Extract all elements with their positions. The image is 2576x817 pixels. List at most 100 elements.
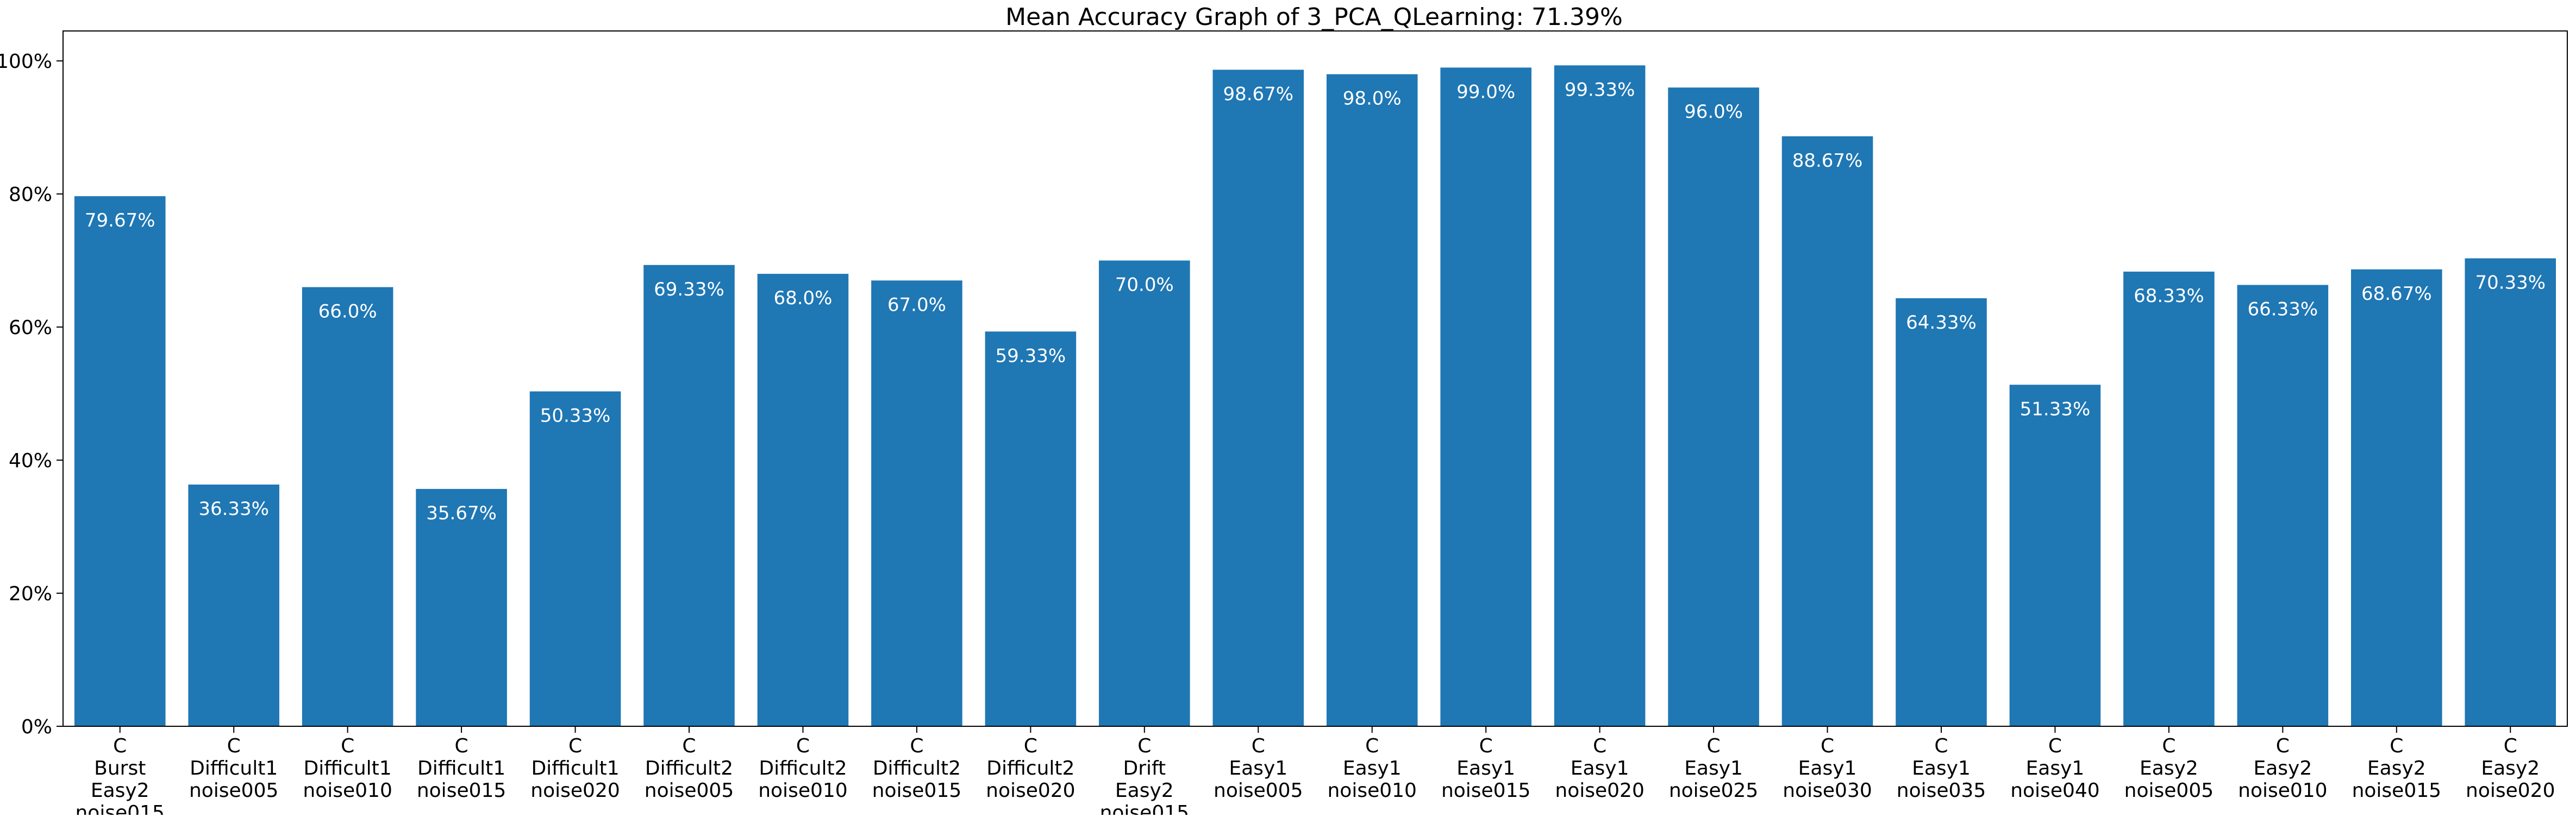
x-tick-label-line: noise005 <box>645 780 734 802</box>
bars-group: 79.67% 36.33% 66.0% 35.67% 50.33% 69.33% 68.0%… <box>74 65 2556 727</box>
bar <box>188 485 279 726</box>
bar <box>1212 70 1304 726</box>
x-tick-label-line: C <box>2504 735 2517 757</box>
x-tick-label-line: C <box>2048 735 2062 757</box>
bar <box>871 280 962 726</box>
x-tick-label-line: Easy2 <box>1115 780 1174 802</box>
bar <box>529 391 621 726</box>
bar-value-label: 51.33% <box>2020 398 2091 420</box>
x-tick-label-line: Easy1 <box>2026 757 2085 780</box>
x-tick-label: C Easy1 noise030 <box>1783 735 1872 802</box>
x-tick-label: C Difficult1 noise005 <box>189 735 278 802</box>
x-tick-label-line: noise010 <box>303 780 392 802</box>
x-tick-label-line: C <box>1821 735 1834 757</box>
bar-value-label: 67.0% <box>887 294 946 316</box>
x-tick-label: C Easy1 noise020 <box>1555 735 1644 802</box>
bar <box>2351 269 2442 726</box>
x-tick-label-line: noise015 <box>1441 780 1530 802</box>
bar-value-label: 35.67% <box>426 502 497 524</box>
x-tick-label-line: C <box>2162 735 2175 757</box>
x-tick-label-line: noise015 <box>2352 780 2441 802</box>
x-tick-label-line: C <box>341 735 354 757</box>
y-tick-label: 20% <box>9 583 52 605</box>
x-tick-label-line: C <box>568 735 582 757</box>
bar-value-label: 79.67% <box>85 210 155 231</box>
x-tick-label: C Difficult1 noise020 <box>530 735 620 802</box>
bar-value-label: 59.33% <box>996 345 1066 367</box>
x-tick-label-line: noise040 <box>2010 780 2099 802</box>
bar-value-label: 98.67% <box>1223 83 1293 105</box>
x-tick-label: C Easy1 noise005 <box>1214 735 1303 802</box>
x-tick-label-line: noise005 <box>1214 780 1303 802</box>
x-tick-label-line: C <box>1707 735 1721 757</box>
bar <box>1440 67 1531 727</box>
x-tick-label-line: Easy2 <box>2253 757 2312 780</box>
x-tick-label-line: C <box>1593 735 1606 757</box>
bar-value-label: 70.0% <box>1115 274 1174 296</box>
x-tick-label-line: Difficult2 <box>645 757 733 780</box>
x-tick-label-line: Easy2 <box>2481 757 2540 780</box>
x-tick-label-line: noise015 <box>872 780 961 802</box>
x-tick-label-line: noise010 <box>2238 780 2327 802</box>
x-tick-label-line: Easy1 <box>1571 757 1629 780</box>
bar <box>2009 385 2101 726</box>
x-tick-label: C Difficult2 noise015 <box>872 735 961 802</box>
x-tick-label-line: noise005 <box>189 780 278 802</box>
x-tick-label: C Easy2 noise020 <box>2466 735 2555 802</box>
bar <box>1326 74 1418 727</box>
bar <box>302 287 393 726</box>
x-tick-label: C Easy2 noise015 <box>2352 735 2441 802</box>
bar <box>2237 285 2329 726</box>
x-tick-label-line: Drift <box>1123 757 1166 780</box>
chart-title: Mean Accuracy Graph of 3_PCA_QLearning: … <box>1005 3 1623 31</box>
x-tick-label-line: Difficult1 <box>190 757 278 780</box>
x-tick-label-line: C <box>1137 735 1151 757</box>
bar <box>2123 272 2215 726</box>
x-tick-label-line: Easy2 <box>2140 757 2198 780</box>
x-tick-label-line: Easy1 <box>1343 757 1402 780</box>
x-tick-label-line: Burst <box>94 757 146 780</box>
x-tick-label-line: noise010 <box>1327 780 1416 802</box>
x-tick-label-line: Easy1 <box>1798 757 1857 780</box>
x-tick-label-line: noise020 <box>530 780 620 802</box>
x-tick-label: C Easy1 noise025 <box>1669 735 1758 802</box>
x-tick-label-line: Difficult2 <box>759 757 847 780</box>
x-tick-label-line: C <box>1365 735 1379 757</box>
x-tick-label: C Easy1 noise035 <box>1897 735 1986 802</box>
x-tick-label-line: C <box>2276 735 2290 757</box>
x-tick-label-line: noise015 <box>75 802 164 815</box>
bar-value-label: 68.0% <box>773 287 832 309</box>
bar <box>1554 65 1646 727</box>
bar-value-label: 50.33% <box>540 405 611 427</box>
plot-frame <box>62 30 2568 727</box>
x-tick-label-line: C <box>1252 735 1265 757</box>
y-tick-label: 0% <box>21 716 52 738</box>
bar-value-label: 64.33% <box>1906 312 1977 334</box>
bar-value-label: 66.33% <box>2248 299 2318 320</box>
x-tick-label-line: C <box>682 735 696 757</box>
x-tick-label-line: noise015 <box>1100 802 1189 815</box>
x-tick-label-line: C <box>113 735 127 757</box>
bar-value-label: 99.0% <box>1456 81 1515 103</box>
y-tick-label: 100% <box>0 51 52 73</box>
y-axis: 0% 20% 40% 60% 80% 100% <box>0 51 63 738</box>
x-tick-label-line: Easy1 <box>1456 757 1515 780</box>
bar <box>2465 258 2556 726</box>
bar-value-label: 36.33% <box>198 498 269 520</box>
x-tick-label-line: noise005 <box>2124 780 2214 802</box>
x-tick-label-line: Difficult1 <box>417 757 505 780</box>
bar <box>1896 298 1987 726</box>
bar-value-label: 98.0% <box>1343 88 1402 110</box>
x-tick-label-line: noise030 <box>1783 780 1872 802</box>
x-tick-label-line: Easy1 <box>1912 757 1971 780</box>
bar-value-label: 68.67% <box>2361 283 2432 305</box>
x-tick-label-line: noise035 <box>1897 780 1986 802</box>
x-tick-label-line: noise020 <box>1555 780 1644 802</box>
x-tick-label-line: Easy1 <box>1229 757 1287 780</box>
x-tick-label-line: noise015 <box>417 780 506 802</box>
bar <box>1099 260 1190 726</box>
x-tick-label: C Difficult2 noise005 <box>645 735 734 802</box>
y-tick-label: 60% <box>9 317 52 339</box>
